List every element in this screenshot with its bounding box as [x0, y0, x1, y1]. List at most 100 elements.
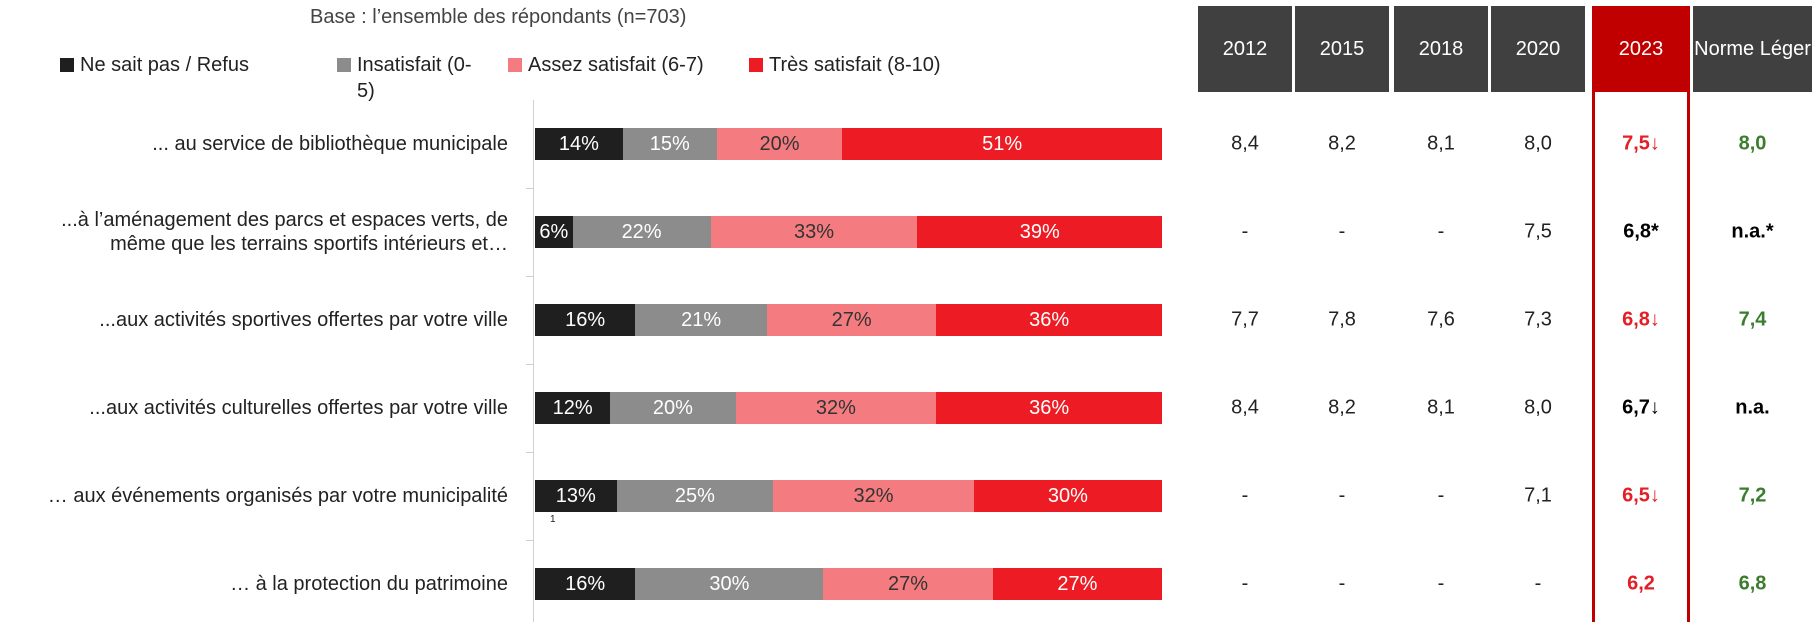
table-header: 2020	[1491, 6, 1585, 92]
bar-segment: 33%	[710, 216, 918, 248]
row-tick	[526, 188, 533, 189]
bar-segment: 20%	[716, 128, 843, 160]
table-cell: 7,2	[1738, 484, 1767, 507]
legend-label: Ne sait pas / Refus	[80, 54, 249, 76]
legend-swatch	[337, 58, 351, 72]
table-cell: 7,5	[1524, 220, 1552, 243]
table-cell: 8,1	[1427, 396, 1455, 419]
bar-segment: 32%	[735, 392, 937, 424]
subtitle: Base : l’ensemble des répondants (n=703)	[310, 6, 687, 28]
table-cell: 7,1	[1524, 484, 1552, 507]
row-tick	[526, 540, 533, 541]
legend-item: Assez satisfait (6-7)	[508, 52, 718, 78]
category-label: ...aux activités sportives offertes par …	[99, 309, 508, 331]
row-tick	[526, 364, 533, 365]
value-label: 30%	[709, 572, 750, 595]
table-header: 2018	[1394, 6, 1488, 92]
bar-segment: 12%	[535, 392, 611, 424]
bar-segment: 30%	[973, 480, 1162, 512]
bar-segment: 30%	[635, 568, 824, 600]
bar-segment: 22%	[572, 216, 711, 248]
legend-swatch	[749, 58, 763, 72]
table-cell: 6,8*	[1623, 220, 1659, 243]
row-tick	[526, 276, 533, 277]
table-cell: 7,7	[1231, 308, 1259, 331]
table-cell: 8,4	[1231, 396, 1259, 419]
legend-item: Très satisfait (8-10)	[749, 52, 959, 78]
value-label: 32%	[815, 396, 856, 419]
category-label: … à la protection du patrimoine	[230, 573, 508, 595]
table-cell: 8,0	[1524, 132, 1552, 155]
table-cell: n.a.*	[1731, 220, 1774, 243]
table-cell: -	[1437, 220, 1445, 243]
row-tick	[526, 452, 533, 453]
bar-segment: 27%	[823, 568, 993, 600]
value-label: 22%	[621, 220, 662, 243]
table-cell: 7,3	[1524, 308, 1552, 331]
bar-segment: 27%	[992, 568, 1162, 600]
legend-swatch	[60, 58, 74, 72]
bar-segment: 13%	[535, 480, 617, 512]
table-cell: -	[1534, 572, 1542, 595]
value-label: 12%	[552, 396, 593, 419]
table-header: 2023	[1594, 6, 1688, 92]
bar-segment: 21%	[635, 304, 767, 336]
table-cell: -	[1338, 484, 1346, 507]
value-label: 33%	[793, 220, 835, 243]
legend-item: Ne sait pas / Refus	[60, 52, 300, 78]
value-label: 30%	[1047, 484, 1088, 507]
table-cell: 7,4	[1738, 308, 1767, 331]
table-cell: 8,2	[1328, 132, 1356, 155]
value-label: 27%	[831, 308, 872, 331]
bar-segment: 16%	[535, 304, 636, 336]
legend-label: Très satisfait (8-10)	[769, 54, 941, 76]
table-cell: 6,5↓	[1622, 484, 1660, 507]
category-label: ... au service de bibliothèque municipal…	[152, 133, 508, 155]
table-cell: 8,0	[1524, 396, 1552, 419]
table-cell: n.a.	[1735, 396, 1770, 419]
table-cell: -	[1241, 572, 1249, 595]
table-cell: 8,2	[1328, 396, 1356, 419]
table-header: 2012	[1198, 6, 1292, 92]
category-label: ...à l’aménagement des parcs et espaces …	[61, 209, 508, 255]
value-label: 20%	[652, 396, 693, 419]
value-label: 14%	[558, 132, 599, 155]
category-label: … aux événements organisés par votre mun…	[47, 485, 508, 507]
category-label: ...aux activités culturelles offertes pa…	[89, 397, 508, 419]
value-label: 16%	[565, 308, 606, 331]
bar-segment: 15%	[622, 128, 717, 160]
table-cell: -	[1437, 484, 1445, 507]
legend-item: Insatisfait (0-5)	[337, 52, 487, 104]
table-cell: 6,8↓	[1622, 308, 1660, 331]
bar-segment: 51%	[842, 128, 1162, 160]
value-label: 32%	[853, 484, 894, 507]
value-label: 27%	[1057, 572, 1098, 595]
value-label: 16%	[565, 572, 606, 595]
value-label: 15%	[649, 132, 690, 155]
table-header: 2015	[1295, 6, 1389, 92]
value-label: 36%	[1029, 396, 1070, 419]
value-label: 27%	[888, 572, 929, 595]
bar-segment: 14%	[535, 128, 623, 160]
bar-segment: 36%	[936, 304, 1162, 336]
axis-line	[533, 100, 534, 622]
bar-segment: 36%	[936, 392, 1162, 424]
bar-segment: 27%	[766, 304, 937, 336]
value-label: 21%	[681, 308, 722, 331]
table-cell: -	[1338, 572, 1346, 595]
legend-swatch	[508, 58, 522, 72]
bar-segment: 39%	[917, 216, 1162, 248]
value-label: 51%	[982, 132, 1023, 155]
value-label: 25%	[674, 484, 715, 507]
table-cell: -	[1437, 572, 1445, 595]
bar-segment: 25%	[616, 480, 774, 512]
bar-segment: 32%	[773, 480, 974, 512]
table-cell: 6,2	[1627, 572, 1655, 595]
table-cell: 8,0	[1738, 132, 1767, 155]
table-cell: 7,6	[1427, 308, 1455, 331]
bar-segment: 16%	[535, 568, 636, 600]
table-cell: 6,8	[1738, 572, 1767, 595]
value-label: 13%	[555, 484, 596, 507]
table-header: Norme Léger	[1693, 6, 1812, 92]
